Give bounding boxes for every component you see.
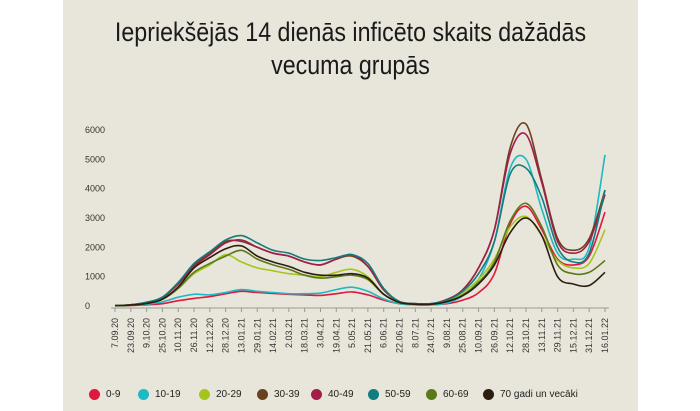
x-tick-label: 12.12.20 bbox=[205, 318, 215, 353]
x-tick-label: 5.05.21 bbox=[347, 318, 357, 348]
series-line-0 bbox=[114, 205, 606, 307]
legend-swatch bbox=[311, 388, 322, 400]
x-tick-label: 8.07.21 bbox=[410, 318, 420, 348]
chart-card: Iepriekšējās 14 dienās inficēto skaits d… bbox=[63, 0, 638, 411]
x-tick-label: 15.12.21 bbox=[568, 318, 578, 353]
x-tick-label: 14.02.21 bbox=[268, 318, 278, 353]
x-tick-label: 10.09.21 bbox=[474, 318, 484, 353]
x-tick-label: 28.10.21 bbox=[521, 318, 531, 353]
x-tick-label: 21.05.21 bbox=[363, 318, 373, 353]
series-line-4 bbox=[114, 132, 606, 307]
x-tick-label: 26.11.20 bbox=[189, 318, 199, 352]
series-line-6 bbox=[114, 202, 606, 307]
legend-label: 70 gadi un vecāki bbox=[500, 388, 578, 400]
y-tick-label: 5000 bbox=[85, 154, 105, 164]
legend-swatch bbox=[89, 388, 100, 400]
legend-swatch bbox=[257, 388, 268, 400]
legend-item: 50-59 bbox=[368, 386, 411, 402]
y-tick-label: 2000 bbox=[85, 242, 105, 252]
x-tick-label: 10.11.20 bbox=[173, 318, 183, 352]
x-tick-label: 22.06.21 bbox=[395, 318, 405, 353]
legend-item: 30-39 bbox=[257, 386, 300, 402]
legend-label: 50-59 bbox=[385, 388, 411, 400]
x-tick-label: 19.04.21 bbox=[331, 318, 341, 353]
x-tick-label: 13.11.21 bbox=[537, 318, 547, 352]
x-tick-label: 6.06.21 bbox=[379, 318, 389, 348]
legend-item: 70 gadi un vecāki bbox=[483, 386, 578, 402]
legend-item: 10-19 bbox=[138, 386, 181, 402]
x-tick-label: 2.03.21 bbox=[284, 318, 294, 348]
x-tick-label: 29.11.21 bbox=[553, 318, 563, 352]
x-tick-label: 16.01.22 bbox=[600, 318, 610, 353]
series-line-1 bbox=[114, 154, 606, 307]
y-tick-label: 0 bbox=[85, 301, 90, 311]
legend-swatch bbox=[199, 388, 210, 400]
x-tick-label: 3.04.21 bbox=[315, 318, 325, 348]
y-tick-label: 1000 bbox=[85, 272, 105, 282]
legend-item: 20-29 bbox=[199, 386, 242, 402]
x-tick-label: 28.12.20 bbox=[221, 318, 231, 353]
legend-swatch bbox=[368, 388, 379, 400]
legend-label: 30-39 bbox=[274, 388, 300, 400]
x-tick-label: 7.09.20 bbox=[110, 318, 120, 348]
series-line-2 bbox=[114, 215, 606, 307]
y-tick-label: 4000 bbox=[85, 184, 105, 194]
series-line-5 bbox=[114, 164, 606, 307]
legend-swatch bbox=[426, 388, 437, 400]
x-tick-label: 12.10.21 bbox=[505, 318, 515, 353]
legend-item: 60-69 bbox=[426, 386, 469, 402]
y-tick-label: 3000 bbox=[85, 213, 105, 223]
x-tick-label: 29.01.21 bbox=[252, 318, 262, 353]
x-tick-label: 25.08.21 bbox=[458, 318, 468, 353]
legend-swatch bbox=[483, 388, 494, 400]
legend-label: 60-69 bbox=[443, 388, 469, 400]
legend-label: 40-49 bbox=[328, 388, 354, 400]
legend-swatch bbox=[138, 388, 149, 400]
x-tick-label: 9.08.21 bbox=[442, 318, 452, 348]
legend-label: 20-29 bbox=[216, 388, 242, 400]
chart-title: Iepriekšējās 14 dienās inficēto skaits d… bbox=[114, 17, 587, 80]
x-tick-label: 18.03.21 bbox=[300, 318, 310, 353]
y-tick-label: 6000 bbox=[85, 125, 105, 135]
x-tick-label: 31.12.21 bbox=[584, 318, 594, 353]
legend-label: 10-19 bbox=[155, 388, 181, 400]
x-tick-label: 9.10.20 bbox=[142, 318, 152, 348]
legend-item: 40-49 bbox=[311, 386, 354, 402]
line-chart: 0 1000 2000 3000 4000 5000 6000 7.09.20 23.09.20… bbox=[85, 122, 610, 353]
x-tick-label: 26.09.21 bbox=[489, 318, 499, 353]
series-line-7 bbox=[114, 217, 606, 307]
legend-label: 0-9 bbox=[106, 388, 121, 400]
x-tick-label: 23.09.20 bbox=[126, 318, 136, 353]
x-tick-label: 24.07.21 bbox=[426, 318, 436, 353]
x-tick-label: 25.10.20 bbox=[157, 318, 167, 353]
legend-item: 0-9 bbox=[89, 386, 120, 402]
x-tick-label: 13.01.21 bbox=[236, 318, 246, 353]
